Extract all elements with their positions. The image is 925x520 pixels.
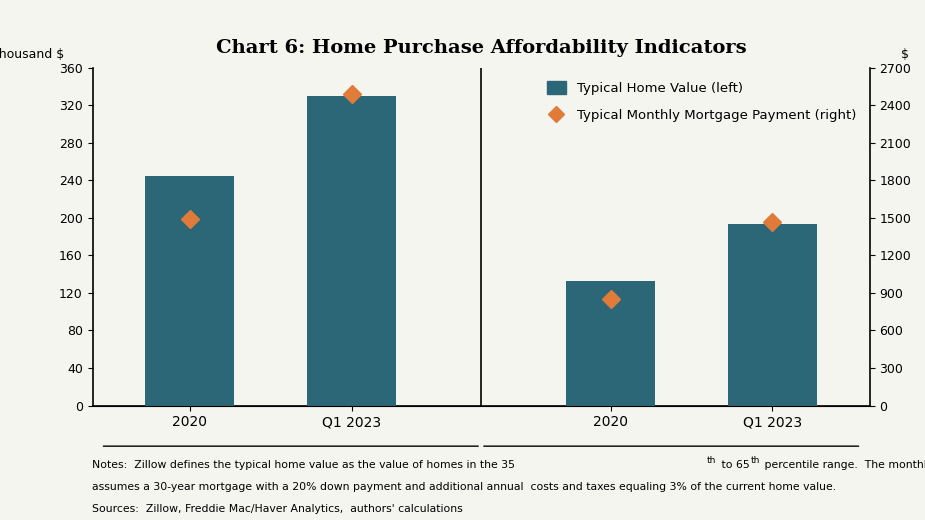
- Text: Thousand $: Thousand $: [0, 48, 65, 61]
- Text: Notes:  Zillow defines the typical home value as the value of homes in the 35: Notes: Zillow defines the typical home v…: [92, 460, 515, 470]
- Bar: [566, 281, 655, 406]
- Bar: [307, 96, 396, 406]
- Text: $: $: [901, 48, 908, 61]
- Text: Chart 6: Home Purchase Affordability Indicators: Chart 6: Home Purchase Affordability Ind…: [216, 39, 746, 57]
- Text: assumes a 30-year mortgage with a 20% down payment and additional annual  costs : assumes a 30-year mortgage with a 20% do…: [92, 482, 836, 492]
- Text: th: th: [751, 456, 760, 465]
- Text: percentile range.  The monthly mortgage payment: percentile range. The monthly mortgage p…: [761, 460, 925, 470]
- Text: Sources:  Zillow, Freddie Mac/Haver Analytics,  authors' calculations: Sources: Zillow, Freddie Mac/Haver Analy…: [92, 504, 463, 514]
- Text: to 65: to 65: [718, 460, 749, 470]
- Bar: [728, 225, 817, 406]
- Text: th: th: [707, 456, 716, 465]
- Bar: [145, 176, 234, 406]
- Legend: Typical Home Value (left), Typical Monthly Mortgage Payment (right): Typical Home Value (left), Typical Month…: [540, 74, 863, 129]
